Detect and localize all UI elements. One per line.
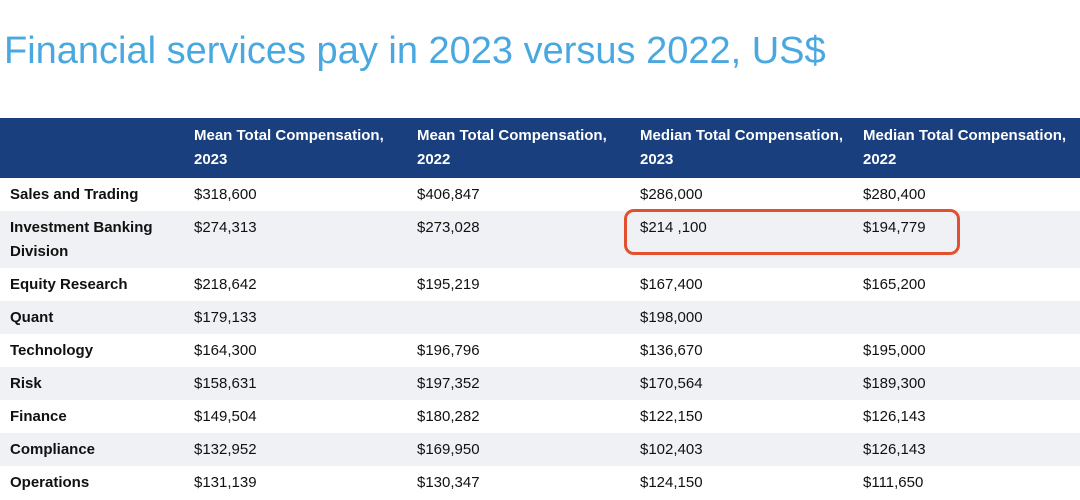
table-cell-highlighted: $214 ,100 (632, 211, 855, 268)
table-row: Risk $158,631 $197,352 $170,564 $189,300 (0, 367, 1080, 400)
table-cell (409, 301, 632, 334)
table-row: Operations $131,139 $130,347 $124,150 $1… (0, 466, 1080, 499)
table-header: Mean Total Compensation, 2023 Mean Total… (0, 118, 1080, 178)
row-label: Investment Banking Division (0, 211, 186, 268)
page-title: Financial services pay in 2023 versus 20… (4, 30, 826, 72)
table-cell: $132,952 (186, 433, 409, 466)
table-row: Compliance $132,952 $169,950 $102,403 $1… (0, 433, 1080, 466)
header-cell-median-2023: Median Total Compensation, 2023 (632, 118, 855, 178)
table-cell: $126,143 (855, 433, 1080, 466)
table-cell: $179,133 (186, 301, 409, 334)
table-cell: $167,400 (640, 276, 703, 293)
table-cell: $170,564 (632, 367, 855, 400)
table-cell: $280,400 (863, 186, 926, 203)
table-row: Equity Research $218,642 $195,219 $167,4… (0, 268, 1080, 301)
table-cell: $218,642 (194, 276, 257, 293)
table-cell: $318,600 (194, 186, 257, 203)
header-cell-mean-2023: Mean Total Compensation, 2023 (186, 118, 409, 178)
table-cell: $189,300 (855, 367, 1080, 400)
table-row: Technology $164,300 $196,796 $136,670 $1… (0, 334, 1080, 367)
table-cell: $122,150 (640, 408, 703, 425)
compensation-table: Mean Total Compensation, 2023 Mean Total… (0, 118, 1080, 499)
table-cell: $124,150 (640, 474, 703, 491)
table-cell: $169,950 (409, 433, 632, 466)
table-cell: $136,670 (640, 342, 703, 359)
table-cell: $165,200 (863, 276, 926, 293)
table-cell: $198,000 (632, 301, 855, 334)
row-label: Sales and Trading (10, 186, 139, 203)
table-cell: $111,650 (863, 474, 924, 491)
table-cell: $406,847 (417, 186, 480, 203)
table-cell: $131,139 (194, 474, 257, 491)
table-body: Sales and Trading $318,600 $406,847 $286… (0, 178, 1080, 499)
header-cell-role (0, 118, 186, 178)
header-row: Mean Total Compensation, 2023 Mean Total… (0, 118, 1080, 178)
row-label: Compliance (0, 433, 186, 466)
header-cell-mean-2022: Mean Total Compensation, 2022 (409, 118, 632, 178)
table-cell: $195,219 (417, 276, 480, 293)
table-cell-highlighted: $194,779 (855, 211, 1080, 268)
row-label: Technology (10, 342, 94, 359)
row-label: Operations (10, 474, 90, 491)
table-row: Sales and Trading $318,600 $406,847 $286… (0, 178, 1080, 211)
row-label: Risk (0, 367, 186, 400)
table-cell: $274,313 (186, 211, 409, 268)
table-cell: $195,000 (863, 342, 926, 359)
table-row: Quant $179,133 $198,000 (0, 301, 1080, 334)
row-label: Equity Research (10, 276, 128, 293)
row-label: Quant (0, 301, 186, 334)
table-cell: $102,403 (632, 433, 855, 466)
table-cell: $197,352 (409, 367, 632, 400)
table-cell: $286,000 (640, 186, 703, 203)
table-row: Investment Banking Division $274,313 $27… (0, 211, 1080, 268)
table-cell: $130,347 (417, 474, 480, 491)
header-cell-median-2022: Median Total Compensation, 2022 (855, 118, 1080, 178)
row-label: Finance (10, 408, 67, 425)
table-cell: $180,282 (417, 408, 480, 425)
table-cell: $126,143 (863, 408, 926, 425)
table-row: Finance $149,504 $180,282 $122,150 $126,… (0, 400, 1080, 433)
table-cell: $164,300 (194, 342, 257, 359)
table-cell: $158,631 (186, 367, 409, 400)
table-cell: $273,028 (409, 211, 632, 268)
table-cell: $149,504 (194, 408, 257, 425)
table-cell: $196,796 (417, 342, 480, 359)
table-cell (855, 301, 1080, 334)
